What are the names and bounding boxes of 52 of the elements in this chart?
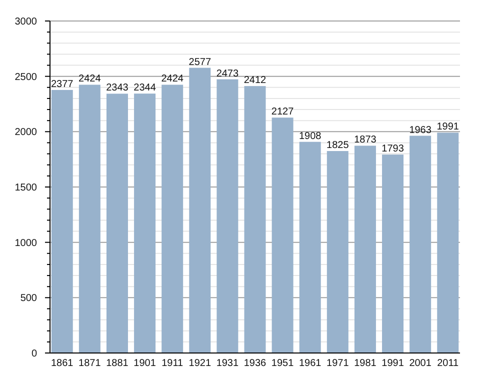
data-label: 2127 <box>271 106 294 118</box>
data-label: 2412 <box>244 75 267 86</box>
bar <box>51 90 73 353</box>
x-tick-label: 1911 <box>162 358 184 369</box>
data-label: 2424 <box>161 74 184 85</box>
x-tick-label: 1881 <box>106 358 129 369</box>
data-label: 2473 <box>216 68 240 80</box>
bar <box>299 142 321 353</box>
data-label: 1908 <box>298 130 322 142</box>
data-label: 1825 <box>326 140 350 152</box>
bar <box>326 151 348 353</box>
y-tick-label: 1000 <box>14 238 38 249</box>
bar <box>78 84 100 353</box>
bar <box>354 146 376 353</box>
bar <box>216 79 238 353</box>
y-tick-label: 1500 <box>14 182 38 194</box>
x-tick-label: 1971 <box>326 358 350 369</box>
bar <box>437 132 459 353</box>
data-label: 2424 <box>78 74 102 85</box>
x-tick-label: 1936 <box>244 358 267 369</box>
y-tick-label: 0 <box>31 348 38 360</box>
x-tick-label: 1901 <box>134 358 156 369</box>
bar <box>134 94 156 353</box>
bar <box>382 154 404 353</box>
x-tick-label: 1951 <box>271 358 294 369</box>
x-tick-label: 1861 <box>51 358 74 369</box>
y-tick-label: 3000 <box>14 16 38 28</box>
y-tick-label: 500 <box>20 293 38 304</box>
data-label: 2344 <box>134 82 156 94</box>
bar <box>189 68 211 353</box>
data-label: 2577 <box>188 56 212 68</box>
data-label: 1793 <box>382 144 404 155</box>
x-tick-label: 1931 <box>216 358 240 369</box>
x-tick-label: 1991 <box>382 358 404 369</box>
y-tick-label: 2500 <box>14 72 38 83</box>
bar <box>162 84 184 353</box>
x-tick-label: 1921 <box>188 358 212 369</box>
x-tick-label: 1981 <box>354 358 377 369</box>
data-label: 1873 <box>354 134 377 146</box>
data-label: 1963 <box>409 124 432 136</box>
x-tick-label: 1961 <box>298 358 322 369</box>
bar <box>410 136 432 353</box>
data-label: 2377 <box>51 78 74 90</box>
bar <box>244 86 266 353</box>
x-tick-label: 2011 <box>437 358 460 369</box>
bar <box>106 94 128 353</box>
data-label: 1991 <box>436 122 460 133</box>
bar <box>272 118 294 353</box>
y-tick-label: 2000 <box>14 127 38 138</box>
data-label: 2343 <box>106 82 129 94</box>
x-tick-label: 1871 <box>78 358 102 369</box>
x-tick-label: 2001 <box>409 358 432 369</box>
